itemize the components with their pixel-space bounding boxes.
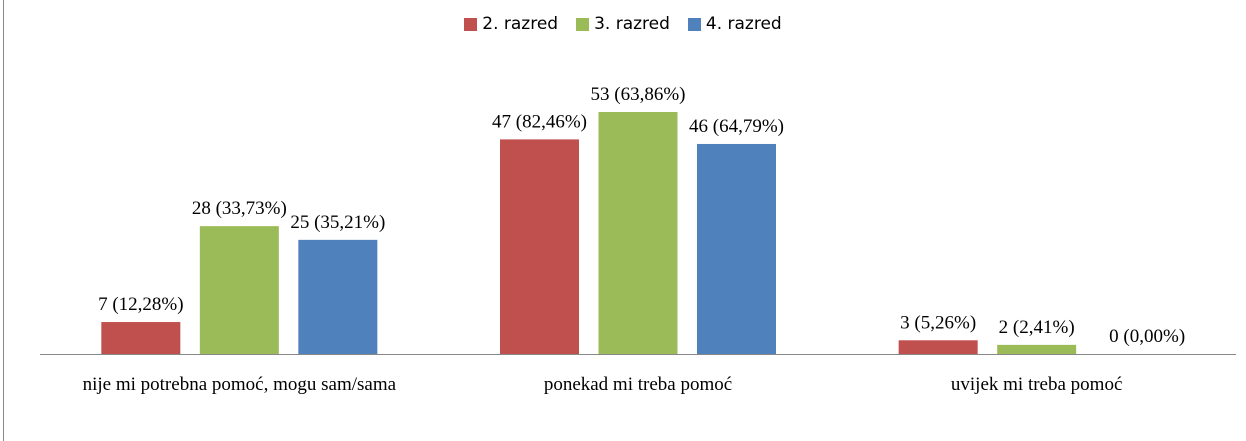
bar xyxy=(697,143,776,354)
value-label: 47 (82,46%) xyxy=(492,111,587,132)
value-label: 0 (0,00%) xyxy=(1109,326,1185,347)
bar xyxy=(101,322,181,354)
value-label: 25 (35,21%) xyxy=(290,212,385,233)
value-label: 7 (12,28%) xyxy=(98,294,183,315)
x-tick-label: uvijek mi treba pomoć xyxy=(950,374,1123,395)
value-label: 53 (63,86%) xyxy=(591,84,686,105)
value-label: 2 (2,41%) xyxy=(999,317,1075,338)
bar xyxy=(898,340,978,354)
legend-item: 4. razred xyxy=(687,14,782,34)
legend-item: 2. razred xyxy=(464,14,558,34)
legend-label: 4. razred xyxy=(705,14,782,34)
value-label: 46 (64,79%) xyxy=(689,116,784,137)
bar xyxy=(500,139,579,354)
legend-item: 3. razred xyxy=(576,14,670,34)
legend-label: 2. razred xyxy=(482,14,559,34)
legend-label: 3. razred xyxy=(594,14,670,34)
bar xyxy=(298,239,378,354)
bar xyxy=(997,344,1077,354)
legend: 2. razred 3. razred 4. razred xyxy=(0,14,1246,34)
x-tick-label: ponekad mi treba pomoć xyxy=(543,374,733,395)
bar xyxy=(199,226,279,354)
x-tick-label: nije mi potrebna pomoć, mogu sam/sama xyxy=(82,374,397,395)
value-label: 3 (5,26%) xyxy=(900,312,976,333)
legend-swatch xyxy=(576,17,590,31)
legend-swatch xyxy=(687,17,701,31)
bar xyxy=(598,112,678,354)
legend-swatch xyxy=(464,17,478,31)
value-label: 28 (33,73%) xyxy=(192,198,287,219)
